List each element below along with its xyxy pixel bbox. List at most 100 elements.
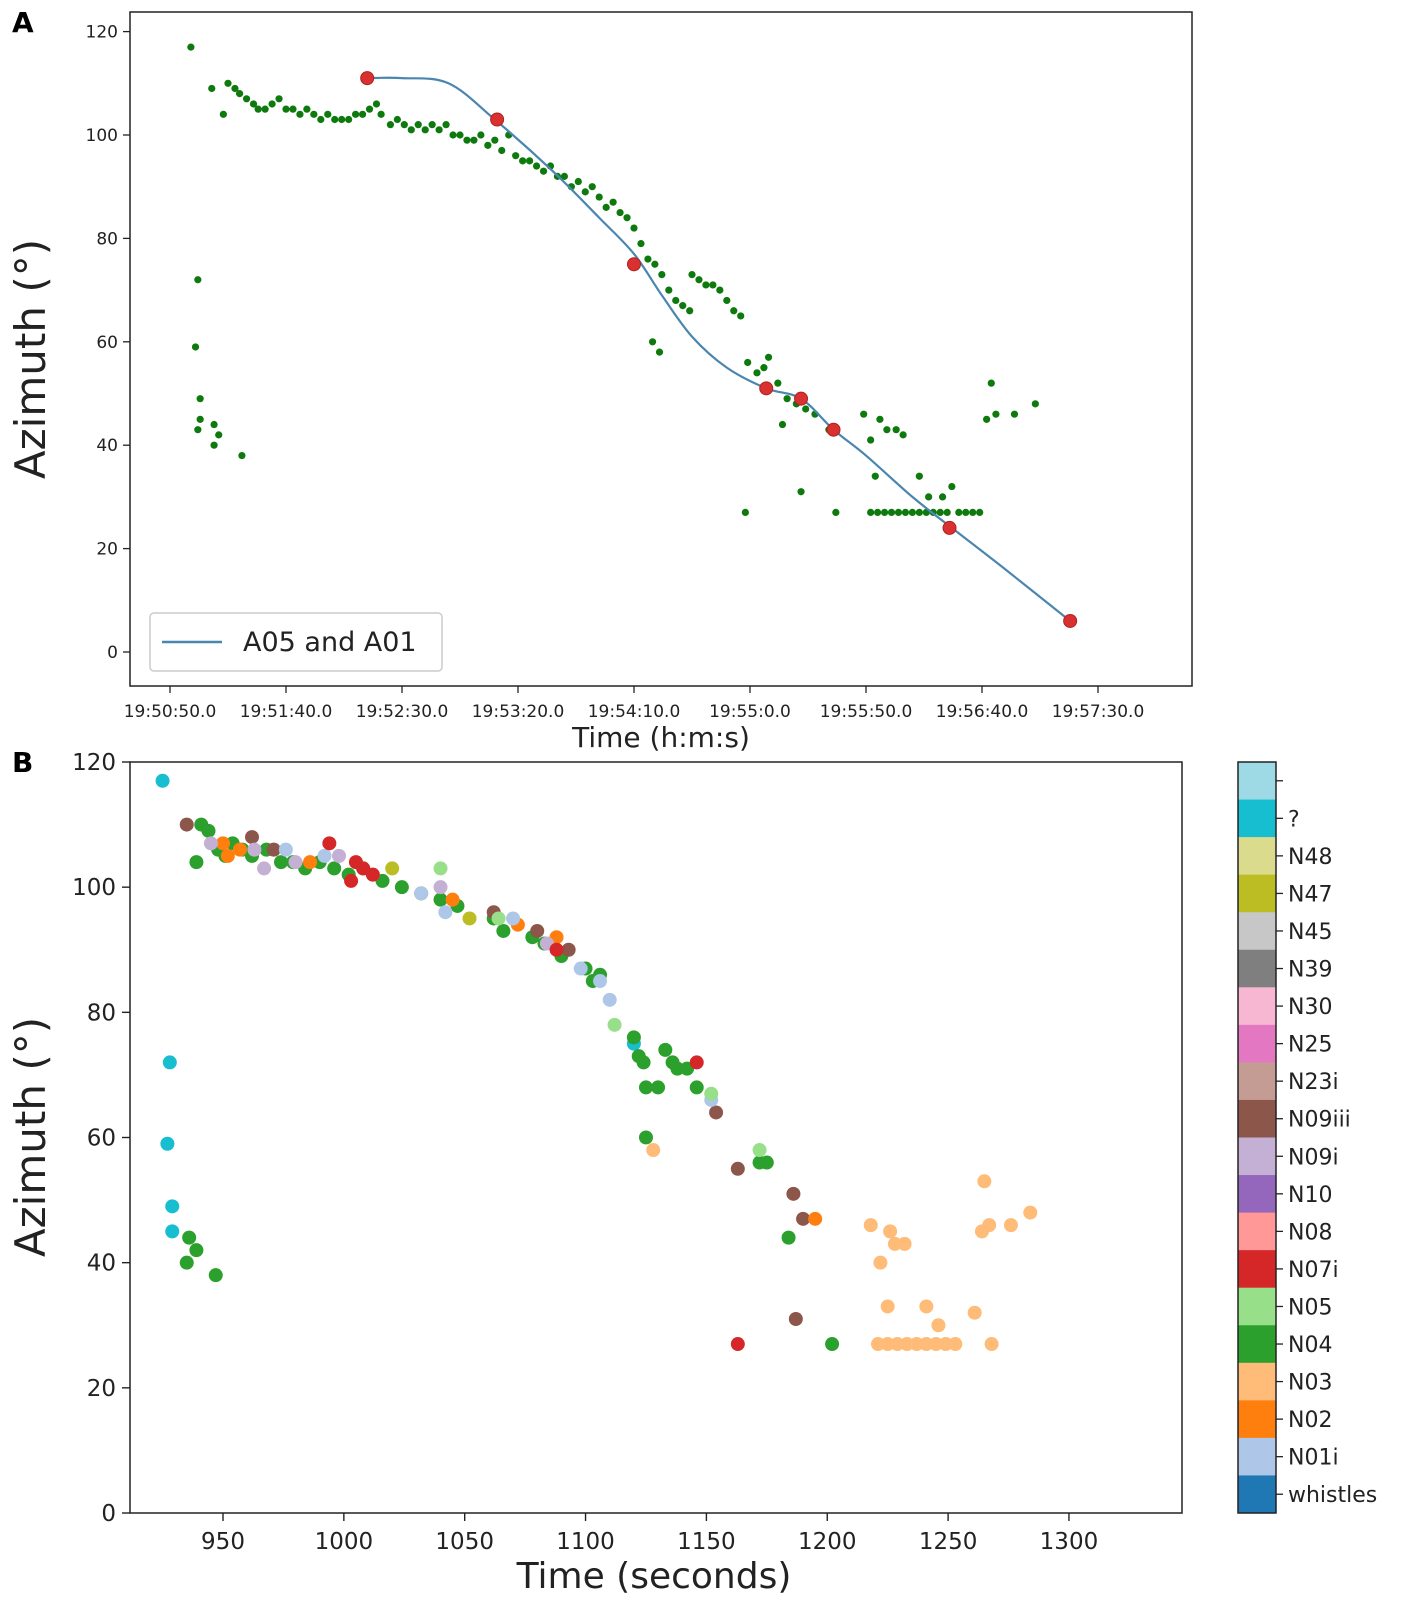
colorbar-swatch [1238, 1175, 1276, 1214]
panel-b-xlabel: Time (seconds) [516, 1556, 792, 1597]
panel-a-data-point [730, 307, 738, 315]
panel-b-data-point [438, 905, 453, 920]
colorbar-swatch [1238, 949, 1276, 988]
panel-b-data-point [530, 923, 545, 938]
panel-a-data-point [352, 110, 360, 118]
panel-a-data-point [688, 270, 696, 279]
panel-a-ytick-label: 20 [96, 540, 118, 560]
panel-b-ytick-label: 60 [87, 1126, 116, 1152]
panel-a-data-point [637, 239, 645, 248]
panel-a-fit-line [367, 76, 1071, 622]
panel-b-data-point [561, 942, 576, 957]
panel-b-data-point [880, 1299, 895, 1314]
colorbar-label: N05 [1288, 1295, 1332, 1320]
panel-b-xtick-label: 1250 [919, 1529, 978, 1555]
panel-a-data-point [338, 115, 346, 124]
panel-a-data-point [231, 84, 239, 93]
colorbar-label: N09i [1288, 1145, 1339, 1170]
colorbar-swatch [1238, 1024, 1276, 1063]
panel-b-data-point [796, 1211, 811, 1226]
panel-b-data-point [179, 817, 194, 832]
panel-b-ytick-label: 100 [72, 875, 116, 901]
panel-a-xtick-label: 19:52:30.0 [356, 702, 449, 722]
panel-a-data-point [702, 281, 710, 289]
panel-a-data-point [887, 508, 896, 517]
panel-b-data-point [266, 842, 281, 857]
panel-a-data-point [331, 115, 339, 124]
panel-a-fit-marker [826, 422, 841, 437]
panel-a-fit-marker [794, 391, 809, 406]
panel-a-data-point [644, 255, 652, 263]
panel-b-data-point [327, 861, 342, 876]
panel-a-fit-marker [490, 112, 505, 127]
panel-b-data-point [165, 1224, 180, 1239]
colorbar-swatch [1238, 1062, 1276, 1101]
panel-a-xtick-label: 19:55:50.0 [820, 702, 913, 722]
panel-b-data-point [506, 911, 521, 926]
colorbar-swatch [1238, 1362, 1276, 1401]
panel-a-xlabel: Time (h:m:s) [571, 721, 750, 754]
panel-b-data-point [462, 911, 477, 926]
panel-a-fit-marker [759, 381, 774, 396]
panel-b-data-point [208, 1268, 223, 1283]
panel-a-data-point [532, 162, 541, 170]
panel-a-data-point [196, 415, 204, 423]
panel-a-data-point [648, 338, 657, 346]
panel-b-data-point [491, 911, 506, 926]
panel-a-ytick-label: 80 [96, 229, 118, 249]
panel-b-data-point [602, 992, 617, 1007]
panel-b-label: B [12, 746, 33, 779]
panel-a-data-point [797, 488, 805, 496]
panel-a-data-point [310, 110, 318, 118]
panel-a-data-point [526, 157, 534, 165]
panel-a-data-point [498, 146, 506, 155]
panel-a-data-point [358, 110, 367, 118]
panel-b-data-point [278, 842, 293, 857]
panel-b-data-point [873, 1255, 888, 1270]
colorbar-label: N45 [1288, 920, 1332, 945]
panel-a-data-point [414, 121, 422, 129]
panel-a-data-point [210, 441, 218, 449]
colorbar-label: N04 [1288, 1333, 1332, 1358]
panel-a-data-point [623, 214, 631, 222]
panel-a-data-point [442, 121, 450, 129]
panel-a-data-point [484, 141, 492, 149]
panel-b-data-point [445, 892, 460, 907]
panel-a-data-point [915, 508, 923, 517]
panel-a-data-point [679, 302, 687, 310]
panel-b-data-point [863, 1218, 878, 1233]
panel-a-data-point [764, 353, 773, 361]
panel-b-data-point [929, 1337, 944, 1352]
panel-a-data-point [915, 472, 923, 480]
colorbar-label: N03 [1288, 1371, 1332, 1396]
panel-b-xtick-label: 1300 [1040, 1529, 1099, 1555]
panel-a-data-point [377, 110, 385, 118]
panel-a-data-point [224, 79, 232, 87]
panel-a-data-point [317, 115, 325, 124]
panel-b-data-point [201, 823, 216, 838]
panel-b-data-point [781, 1230, 796, 1245]
panel-b-data-point [189, 1243, 204, 1258]
panel-a-data-point [723, 296, 731, 305]
panel-b-data-point [808, 1211, 823, 1226]
colorbar-label: N07i [1288, 1258, 1339, 1283]
panel-a-data-point [428, 121, 436, 129]
panel-a-xtick-label: 19:51:40.0 [240, 702, 333, 722]
panel-a-data-point [365, 105, 374, 113]
colorbar-swatch [1238, 1437, 1276, 1476]
panel-a-data-point [560, 172, 569, 180]
panel-a-data-point [901, 508, 910, 517]
panel-a-data-point [463, 136, 471, 144]
panel-a-ytick-label: 60 [96, 333, 118, 353]
panel-a-data-point [1031, 400, 1039, 408]
panel-b: B 950 1000 1050 1100 1150 1200 1250 1300 0 20 40 60… [6, 746, 1377, 1597]
colorbar-swatch [1238, 762, 1276, 801]
panel-a-data-point [194, 276, 202, 284]
panel-a-data-point [871, 472, 879, 480]
panel-a-data-point [686, 307, 694, 315]
panel-a-xtick-label: 19:54:10.0 [588, 702, 681, 722]
panel-b-ytick-label: 120 [72, 750, 116, 776]
panel-b-data-point [646, 1143, 661, 1158]
panel-b-data-point [919, 1337, 934, 1352]
